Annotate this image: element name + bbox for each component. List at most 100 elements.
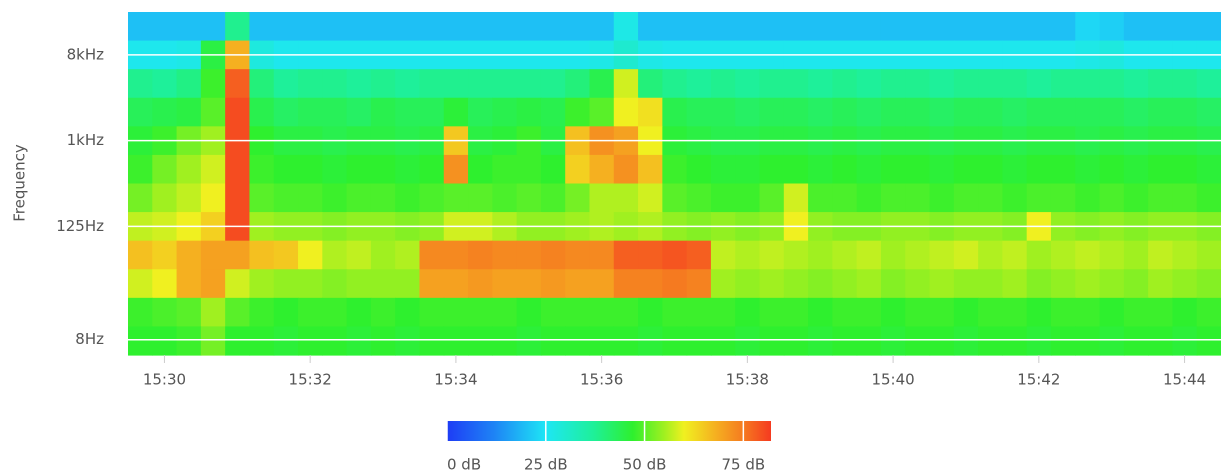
heatmap-cell xyxy=(395,154,421,185)
heatmap-cell xyxy=(1099,269,1125,299)
heatmap-cell xyxy=(929,97,955,127)
heatmap-cell xyxy=(225,183,251,213)
heatmap-cell xyxy=(808,154,833,185)
heatmap-cell xyxy=(298,240,323,270)
heatmap-cell xyxy=(1075,69,1101,99)
heatmap-cell xyxy=(832,154,858,185)
heatmap-cell xyxy=(152,297,178,328)
heatmap-cell xyxy=(176,97,202,127)
heatmap-cell xyxy=(419,240,445,270)
heatmap-cell xyxy=(808,97,833,127)
heatmap-cell xyxy=(638,326,663,356)
heatmap-cell xyxy=(370,297,396,328)
heatmap-cell xyxy=(710,97,736,127)
heatmap-cell xyxy=(686,269,712,299)
heatmap-cell xyxy=(492,240,518,270)
heatmap-cell xyxy=(638,12,663,42)
heatmap-cell xyxy=(953,183,979,213)
heatmap-cell xyxy=(1196,269,1221,299)
heatmap-cell xyxy=(638,269,663,299)
heatmap-cell xyxy=(856,326,882,356)
y-tick-label: 125Hz xyxy=(56,217,104,235)
heatmap-cell xyxy=(735,240,761,270)
heatmap-cell xyxy=(200,12,226,42)
heatmap-cell xyxy=(735,154,761,185)
heatmap-cell xyxy=(249,240,275,270)
heatmap-cell xyxy=(808,183,833,213)
heatmap-cell xyxy=(468,183,493,213)
heatmap-cell xyxy=(929,269,955,299)
heatmap-cell xyxy=(128,97,153,127)
heatmap-cell xyxy=(128,326,153,356)
heatmap-cell xyxy=(419,12,445,42)
heatmap-cell xyxy=(1075,154,1101,185)
heatmap-cell xyxy=(565,154,591,185)
heatmap-cell xyxy=(832,12,858,42)
heatmap-cell xyxy=(929,240,955,270)
heatmap-cell xyxy=(1123,69,1149,99)
heatmap-cell xyxy=(1026,69,1052,99)
heatmap-cell xyxy=(516,240,542,270)
x-tick-label: 15:44 xyxy=(1163,371,1206,389)
heatmap-cell xyxy=(468,269,493,299)
heatmap-cell xyxy=(443,326,469,356)
heatmap-cell xyxy=(540,97,566,127)
x-tick-label: 15:42 xyxy=(1017,371,1060,389)
heatmap-cell xyxy=(638,97,663,127)
heatmap-cell xyxy=(273,154,299,185)
heatmap-cell xyxy=(1075,297,1101,328)
colorbar-tick-label: 75 dB xyxy=(722,456,766,474)
heatmap-cell xyxy=(638,240,663,270)
heatmap-cell xyxy=(516,326,542,356)
heatmap-cell xyxy=(419,326,445,356)
heatmap-cell xyxy=(880,12,906,42)
heatmap-cell xyxy=(152,12,178,42)
heatmap-cell xyxy=(1002,240,1028,270)
heatmap-cell xyxy=(370,269,396,299)
heatmap-cell xyxy=(953,240,979,270)
heatmap-cell xyxy=(856,12,882,42)
heatmap-cell xyxy=(953,154,979,185)
heatmap-cell xyxy=(273,97,299,127)
heatmap-cell xyxy=(1148,297,1174,328)
heatmap-cell xyxy=(152,326,178,356)
heatmap-cell xyxy=(710,12,736,42)
heatmap-cell xyxy=(759,69,785,99)
heatmap-cell xyxy=(1026,12,1052,42)
heatmap-cell xyxy=(492,12,518,42)
heatmap-cell xyxy=(298,69,323,99)
heatmap-cell xyxy=(1026,297,1052,328)
heatmap-cell xyxy=(1148,240,1174,270)
heatmap-cell xyxy=(589,269,615,299)
heatmap-cell xyxy=(589,154,615,185)
heatmap-cell xyxy=(978,326,1003,356)
heatmap-cell xyxy=(880,269,906,299)
heatmap-cell xyxy=(225,269,251,299)
heatmap-cell xyxy=(783,154,809,185)
heatmap-cell xyxy=(905,297,931,328)
heatmap-cell xyxy=(346,69,372,99)
heatmap-cell xyxy=(540,269,566,299)
heatmap-cell xyxy=(1123,240,1149,270)
heatmap-cell xyxy=(1026,154,1052,185)
heatmap-cell xyxy=(1123,326,1149,356)
heatmap-cell xyxy=(370,240,396,270)
heatmap-cell xyxy=(880,326,906,356)
heatmap-cell xyxy=(1099,69,1125,99)
heatmap-cell xyxy=(613,69,639,99)
heatmap-cell xyxy=(322,154,348,185)
heatmap-cell xyxy=(468,69,493,99)
heatmap-cell xyxy=(1026,97,1052,127)
heatmap-cell xyxy=(1050,269,1076,299)
heatmap-cell xyxy=(710,154,736,185)
heatmap-cell xyxy=(152,69,178,99)
heatmap-cell xyxy=(1002,97,1028,127)
heatmap-cell xyxy=(1026,240,1052,270)
heatmap-cell xyxy=(808,69,833,99)
heatmap-cell xyxy=(468,97,493,127)
heatmap-cell xyxy=(492,154,518,185)
heatmap-cell xyxy=(953,69,979,99)
heatmap-cell xyxy=(322,297,348,328)
heatmap-cell xyxy=(686,12,712,42)
